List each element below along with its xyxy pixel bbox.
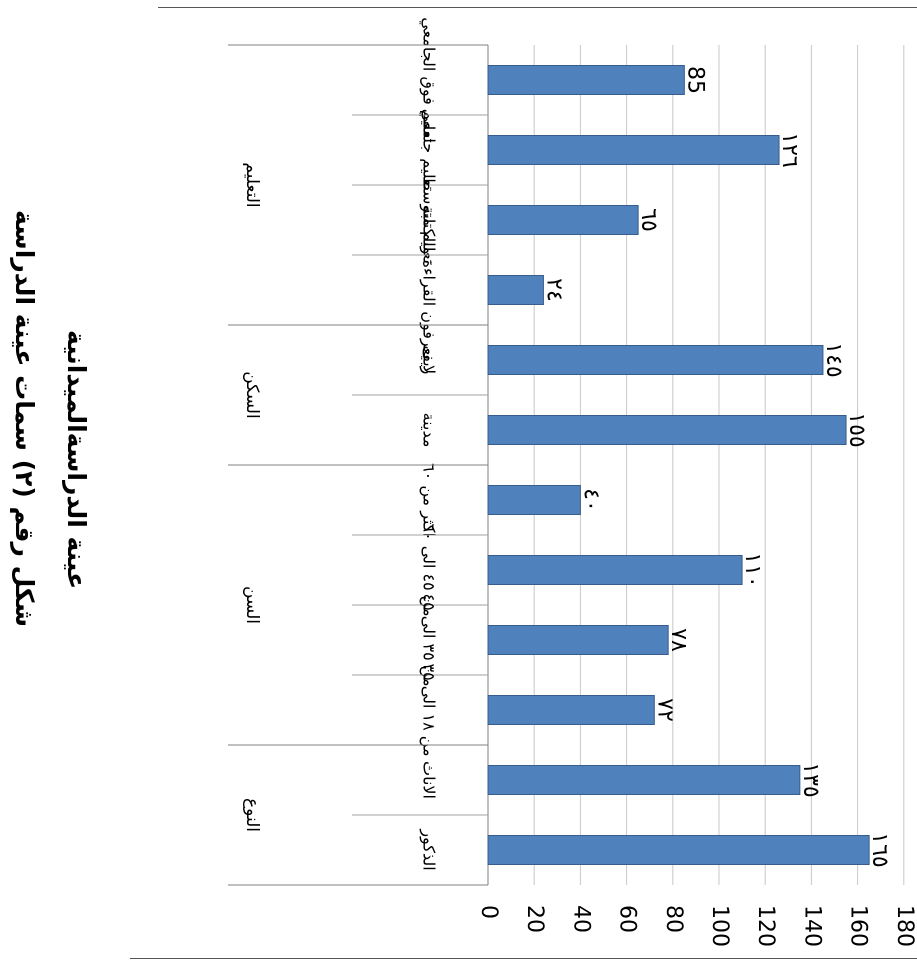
group-label: النوع <box>242 798 262 832</box>
tick-label: 0 <box>476 905 501 919</box>
data-label: ٦٥ <box>636 208 661 232</box>
data-label: ١٥٥ <box>844 412 869 447</box>
category-label: مدينة <box>420 413 439 448</box>
bar <box>487 205 639 235</box>
data-label: ١٤٥ <box>821 342 846 377</box>
bar <box>487 555 743 585</box>
group-label: التعليم <box>242 162 262 207</box>
bar <box>487 275 544 305</box>
tick-label: 40 <box>568 905 593 933</box>
tick-label: 160 <box>846 905 871 947</box>
bar <box>487 415 847 445</box>
tick-label: 140 <box>799 905 824 947</box>
bar <box>487 765 801 795</box>
data-label: ٤٠ <box>578 488 603 512</box>
data-label: ٧٨ <box>666 628 691 652</box>
tick-label: 20 <box>522 905 547 933</box>
bar <box>487 345 824 375</box>
bottom-rule <box>130 958 917 959</box>
top-rule <box>158 7 917 8</box>
tick-label: 180 <box>892 905 917 947</box>
category-label: تعليم جامعي <box>419 109 439 191</box>
category-label: الاناث <box>420 761 439 799</box>
data-label: ٢٤ <box>541 278 566 302</box>
data-label: ١٦٥ <box>867 832 892 867</box>
data-label: ٧٢ <box>652 698 677 722</box>
bar <box>487 625 669 655</box>
group-label: السن <box>242 586 262 624</box>
figure-caption-line-2: عينة الدراسةالميدانية <box>62 330 91 590</box>
bar <box>487 695 655 725</box>
category-label: تعليم متوسط <box>419 176 439 264</box>
group-label: السكن <box>242 371 262 418</box>
category-label: الذكور <box>419 828 439 870</box>
data-label: ١٢٦ <box>777 132 802 167</box>
bar <box>487 835 870 865</box>
data-label: ١٣٥ <box>798 762 823 797</box>
category-label: اكثر من ٦٠ <box>419 463 439 537</box>
category-label: من ٣٥ الى ٤٥ <box>419 593 439 686</box>
category-label: لا يعرفون القراءة والكتابة <box>419 206 439 374</box>
category-label: تعليم فوق الجامعي <box>419 17 439 143</box>
data-label: 85 <box>682 66 707 94</box>
category-label: من ١٨ الى ٣٥ <box>419 663 439 756</box>
tick-label: 120 <box>753 905 778 947</box>
bar <box>487 485 581 515</box>
figure-caption-line-1: شكل رقم (٢) سمات عينة الدراسة <box>10 210 39 628</box>
category-label: ريف <box>419 346 439 375</box>
tick-label: 80 <box>661 905 686 933</box>
category-label: من ٤٥ الى ٦٠ <box>419 523 439 616</box>
tick-label: 100 <box>707 905 732 947</box>
data-label: ١١٠ <box>740 552 765 587</box>
tick-label: 60 <box>615 905 640 933</box>
bar <box>487 135 780 165</box>
bar <box>487 65 685 95</box>
